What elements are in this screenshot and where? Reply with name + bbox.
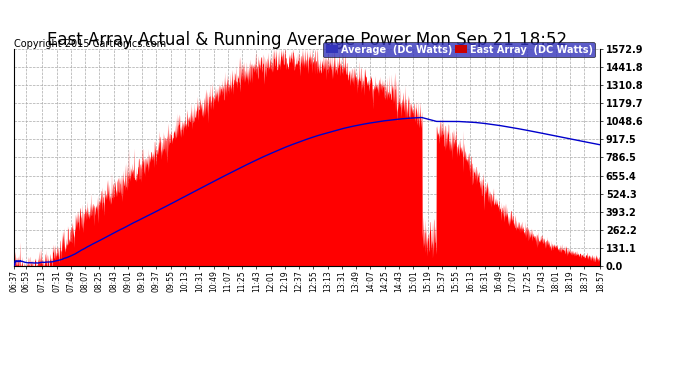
Text: Copyright 2015 Cartronics.com: Copyright 2015 Cartronics.com (14, 39, 166, 49)
Legend: Average  (DC Watts), East Array  (DC Watts): Average (DC Watts), East Array (DC Watts… (323, 42, 595, 57)
Title: East Array Actual & Running Average Power Mon Sep 21 18:52: East Array Actual & Running Average Powe… (47, 31, 567, 49)
